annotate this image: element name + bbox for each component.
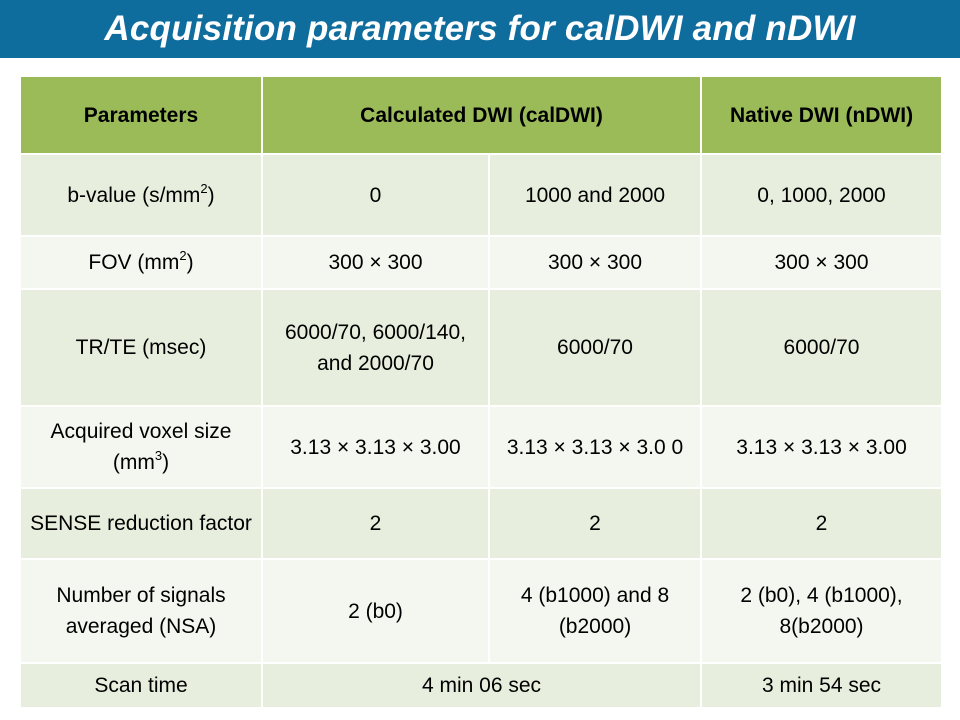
row-label: TR/TE (msec)	[19, 288, 263, 407]
cell-caldwi-1: 6000/70, 6000/140, and 2000/70	[261, 288, 490, 407]
page-title: Acquisition parameters for calDWI and nD…	[104, 9, 856, 48]
cell-ndwi: 0, 1000, 2000	[700, 153, 944, 237]
cell-caldwi-2: 6000/70	[487, 288, 703, 407]
row-label: FOV (mm2)	[19, 235, 263, 290]
table-row: Scan time 4 min 06 sec 3 min 54 sec	[19, 662, 944, 709]
table-header-row: Parameters Calculated DWI (calDWI) Nativ…	[19, 75, 944, 155]
row-label: Acquired voxel size (mm3)	[19, 405, 263, 489]
cell-caldwi-2: 2	[487, 487, 703, 560]
table-row: TR/TE (msec) 6000/70, 6000/140, and 2000…	[19, 288, 944, 407]
cell-ndwi: 6000/70	[700, 288, 944, 407]
row-label: Number of signals averaged (NSA)	[19, 558, 263, 664]
header-ndwi: Native DWI (nDWI)	[700, 75, 944, 155]
cell-ndwi: 300 × 300	[700, 235, 944, 290]
row-label: b-value (s/mm2)	[19, 153, 263, 237]
cell-caldwi-2: 4 (b1000) and 8 (b2000)	[487, 558, 703, 664]
row-label: Scan time	[19, 662, 263, 709]
cell-ndwi: 2 (b0), 4 (b1000), 8(b2000)	[700, 558, 944, 664]
header-caldwi: Calculated DWI (calDWI)	[260, 75, 703, 155]
table-row: b-value (s/mm2) 0 1000 and 2000 0, 1000,…	[19, 153, 944, 237]
cell-caldwi-1: 3.13 × 3.13 × 3.00	[261, 405, 490, 489]
cell-ndwi: 3 min 54 sec	[700, 662, 944, 709]
cell-caldwi-1: 300 × 300	[261, 235, 490, 290]
cell-caldwi-1: 2	[261, 487, 490, 560]
cell-ndwi: 2	[700, 487, 944, 560]
header-parameters: Parameters	[19, 75, 263, 155]
table-row: SENSE reduction factor 2 2 2	[19, 487, 944, 560]
row-label: SENSE reduction factor	[19, 487, 263, 560]
cell-caldwi-2: 1000 and 2000	[487, 153, 703, 237]
parameters-table: Parameters Calculated DWI (calDWI) Nativ…	[19, 75, 944, 709]
cell-caldwi-2: 3.13 × 3.13 × 3.0 0	[487, 405, 703, 489]
title-bar: Acquisition parameters for calDWI and nD…	[0, 0, 960, 58]
cell-caldwi-merged: 4 min 06 sec	[260, 662, 703, 709]
cell-caldwi-1: 2 (b0)	[261, 558, 490, 664]
cell-caldwi-1: 0	[261, 153, 490, 237]
table-row: FOV (mm2) 300 × 300 300 × 300 300 × 300	[19, 235, 944, 290]
cell-caldwi-2: 300 × 300	[487, 235, 703, 290]
cell-ndwi: 3.13 × 3.13 × 3.00	[700, 405, 944, 489]
table-row: Acquired voxel size (mm3) 3.13 × 3.13 × …	[19, 405, 944, 489]
table-row: Number of signals averaged (NSA) 2 (b0) …	[19, 558, 944, 664]
